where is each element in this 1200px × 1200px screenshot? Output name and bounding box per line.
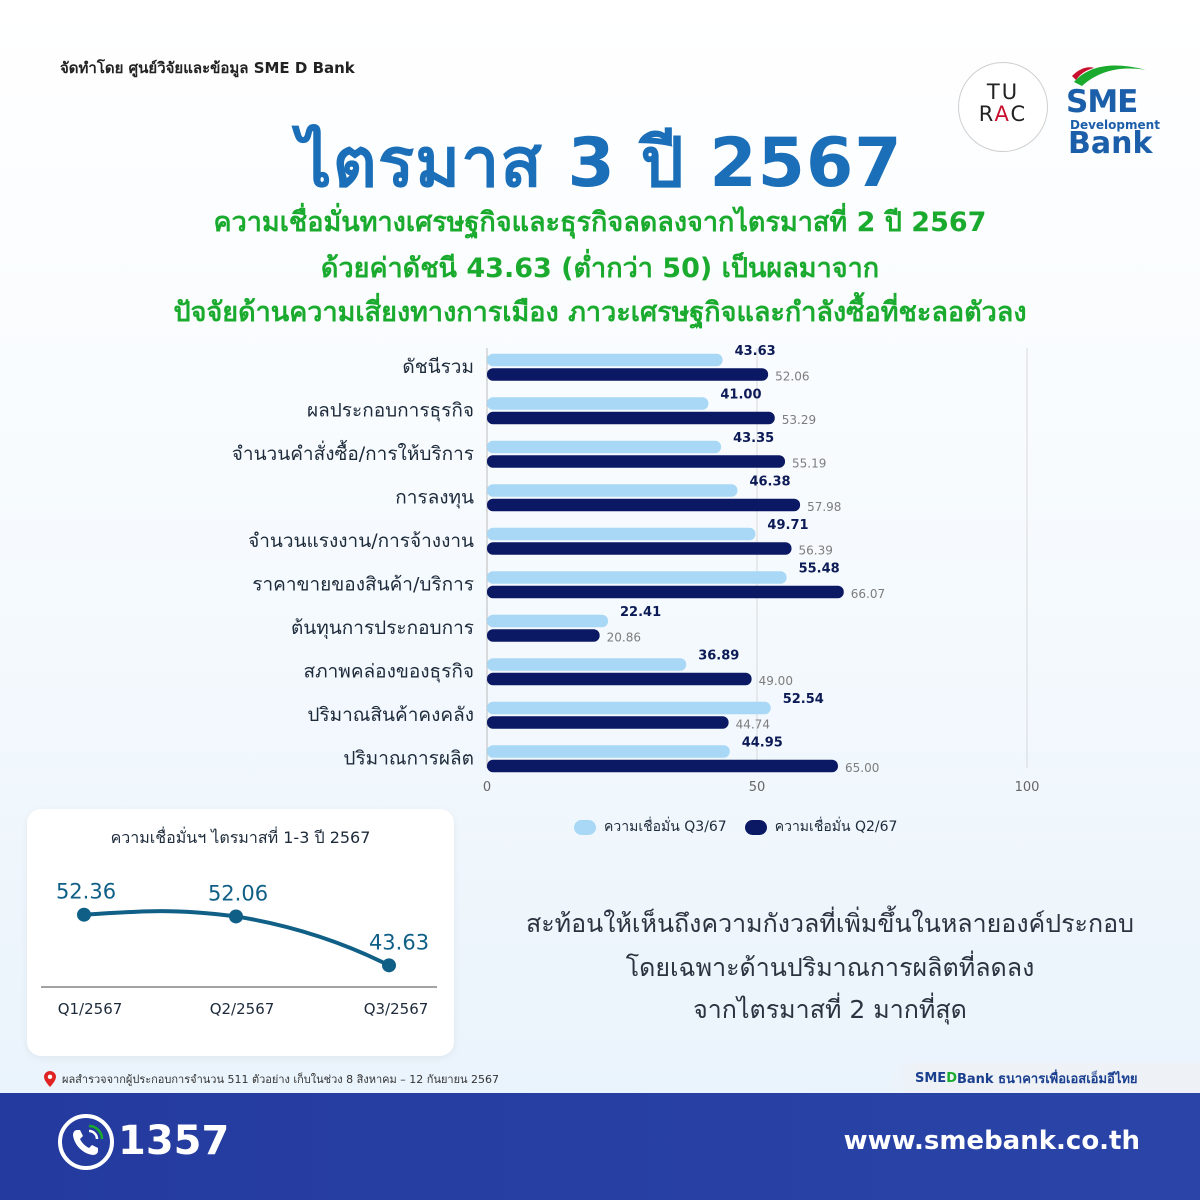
legend-swatch-q3 bbox=[574, 819, 596, 835]
trend-point bbox=[77, 907, 91, 922]
survey-note-text: ผลสำรวจจากผู้ประกอบการจำนวน 511 ตัวอย่าง… bbox=[62, 1073, 500, 1086]
trend-point bbox=[382, 958, 396, 973]
bar-q3 bbox=[487, 440, 722, 454]
value-label-q3: 43.35 bbox=[733, 431, 774, 446]
value-label-q3: 44.95 bbox=[742, 735, 783, 750]
bar-q2 bbox=[487, 716, 729, 729]
bar-q2 bbox=[487, 542, 792, 555]
subtitle-line-3: ปัจจัยด้านความเสี่ยงทางการเมือง ภาวะเศรษ… bbox=[173, 297, 1027, 328]
bar-q3 bbox=[487, 701, 771, 715]
value-label-q3: 46.38 bbox=[749, 474, 790, 489]
chart-legend: ความเชื่อมั่น Q3/67 ความเชื่อมั่น Q2/67 bbox=[574, 816, 897, 838]
turac-logo-line1: TU bbox=[986, 80, 1020, 104]
value-label-q3: 41.00 bbox=[720, 387, 761, 402]
bar-q2 bbox=[487, 585, 844, 599]
value-label-q2: 49.00 bbox=[759, 674, 793, 688]
value-label-q2: 55.19 bbox=[792, 456, 826, 470]
footer-bar bbox=[0, 1093, 1200, 1200]
bar-q2 bbox=[487, 759, 838, 773]
value-label-q3: 22.41 bbox=[620, 605, 661, 620]
trend-category-label: Q3/2567 bbox=[364, 1000, 429, 1018]
legend-item-q2: ความเชื่อมั่น Q2/67 bbox=[744, 816, 898, 838]
category-label: ดัชนีรวม bbox=[402, 356, 474, 378]
category-label: จำนวนแรงงาน/การจ้างงาน bbox=[248, 530, 474, 552]
trend-value-label: 52.06 bbox=[208, 881, 268, 905]
bar-q3 bbox=[487, 353, 723, 367]
category-label: ต้นทุนการประกอบการ bbox=[291, 617, 474, 640]
trend-card: ความเชื่อมั่นฯ ไตรมาสที่ 1-3 ปี 2567 52.… bbox=[27, 809, 454, 1056]
reflection-line-3: จากไตรมาสที่ 2 มากที่สุด bbox=[693, 995, 967, 1024]
bar-q2 bbox=[487, 411, 775, 425]
x-tick-label: 100 bbox=[1015, 780, 1040, 795]
category-label: ปริมาณการผลิต bbox=[343, 748, 474, 770]
bar-q3 bbox=[487, 614, 609, 628]
bar-chart: 0 50 100 ดัชนีรวม 43.63 52.06 ผลประกอบการธุรกิ… bbox=[232, 344, 1040, 795]
turac-logo: TU RAC ​ bbox=[958, 62, 1048, 152]
legend-label-q3: ความเชื่อมั่น Q3/67 bbox=[604, 819, 727, 835]
value-label-q3: 55.48 bbox=[799, 561, 840, 576]
bar-q2 bbox=[487, 368, 769, 381]
bar-q3 bbox=[487, 571, 787, 584]
swoosh-icon bbox=[1072, 65, 1146, 86]
subtitle-line-1: ความเชื่อมั่นทางเศรษฐกิจและธุรกิจลดลงจาก… bbox=[213, 207, 987, 238]
legend-item-q3: ความเชื่อมั่น Q3/67 bbox=[574, 816, 727, 838]
trend-category-label: Q1/2567 bbox=[58, 1000, 123, 1018]
location-pin-icon bbox=[44, 1071, 56, 1087]
bar-q3 bbox=[487, 745, 730, 758]
category-label: จำนวนคำสั่งซื้อ/การให้บริการ bbox=[232, 440, 474, 465]
x-tick-label: 50 bbox=[749, 780, 766, 795]
bar-q3 bbox=[487, 484, 738, 497]
value-label-q2: 56.39 bbox=[799, 543, 833, 557]
category-label: ราคาขายของสินค้า/บริการ bbox=[252, 574, 474, 596]
phone-icon bbox=[58, 1114, 114, 1170]
bar-q2 bbox=[487, 672, 752, 686]
category-label: ปริมาณสินค้าคงคลัง bbox=[307, 704, 474, 726]
reflection-line-1: สะท้อนให้เห็นถึงความกังวลที่เพิ่มขึ้นในห… bbox=[525, 909, 1135, 938]
x-tick-label: 0 bbox=[483, 780, 491, 795]
website-link[interactable]: www.smebank.co.th bbox=[843, 1126, 1140, 1156]
legend-swatch-q2 bbox=[744, 819, 767, 835]
trend-point bbox=[229, 909, 243, 924]
category-label: ผลประกอบการธุรกิจ bbox=[307, 400, 474, 423]
survey-note: ผลสำรวจจากผู้ประกอบการจำนวน 511 ตัวอย่าง… bbox=[44, 1070, 499, 1088]
trend-card-title: ความเชื่อมั่นฯ ไตรมาสที่ 1-3 ปี 2567 bbox=[110, 828, 371, 847]
turac-logo-line2: RAC bbox=[978, 102, 1028, 126]
value-label-q2: 57.98 bbox=[807, 500, 841, 514]
trend-line-chart: 52.36 Q1/2567 52.06 Q2/2567 43.63 Q3/2567 bbox=[41, 880, 437, 1018]
category-label: การลงทุน bbox=[395, 487, 474, 510]
legend-label-q2: ความเชื่อมั่น Q2/67 bbox=[774, 819, 898, 835]
bar-q2 bbox=[487, 455, 786, 468]
value-label-q2: 52.06 bbox=[775, 369, 809, 383]
bar-q3 bbox=[487, 527, 756, 541]
bar-q3 bbox=[487, 397, 709, 410]
page-title: ไตรมาส 3 ปี 2567 bbox=[297, 124, 903, 203]
subtitle-line-2: ด้วยค่าดัชนี 43.63 (ต่ำกว่า 50) เป็นผลมา… bbox=[320, 253, 880, 284]
value-label-q2: 66.07 bbox=[851, 587, 885, 601]
value-label-q2: 65.00 bbox=[845, 761, 879, 775]
development-logo-text: Development bbox=[1070, 118, 1160, 132]
value-label-q2: 44.74 bbox=[736, 717, 770, 731]
value-label-q3: 49.71 bbox=[767, 518, 808, 533]
trend-value-label: 43.63 bbox=[369, 930, 429, 954]
sme-bank-logo: SME Development Bank bbox=[1060, 60, 1160, 161]
bank-tagline: SME D Bank ธนาคารเพื่อเอสเอ็มอีไทย bbox=[885, 1063, 1200, 1093]
value-label-q3: 52.54 bbox=[783, 692, 824, 707]
hotline-number: 1357 bbox=[118, 1118, 230, 1164]
bar-q2 bbox=[487, 498, 801, 512]
value-label-q3: 36.89 bbox=[698, 648, 739, 663]
value-label-q3: 43.63 bbox=[735, 344, 776, 359]
phone-glyph-icon bbox=[73, 1124, 104, 1155]
value-label-q2: 20.86 bbox=[607, 630, 641, 644]
category-label: สภาพคล่องของธุรกิจ bbox=[304, 661, 474, 684]
credit-text: จัดทำโดย ศูนย์วิจัยและข้อมูล SME D Bank bbox=[60, 59, 355, 77]
value-label-q2: 53.29 bbox=[782, 413, 816, 427]
bar-q2 bbox=[487, 629, 600, 642]
trend-value-label: 52.36 bbox=[56, 880, 116, 904]
trend-category-label: Q2/2567 bbox=[210, 1000, 275, 1018]
reflection-line-2: โดยเฉพาะด้านปริมาณการผลิตที่ลดลง bbox=[625, 953, 1035, 982]
bank-logo-text: Bank bbox=[1068, 126, 1153, 161]
sme-logo-text: SME bbox=[1066, 84, 1138, 120]
bar-q3 bbox=[487, 658, 687, 671]
